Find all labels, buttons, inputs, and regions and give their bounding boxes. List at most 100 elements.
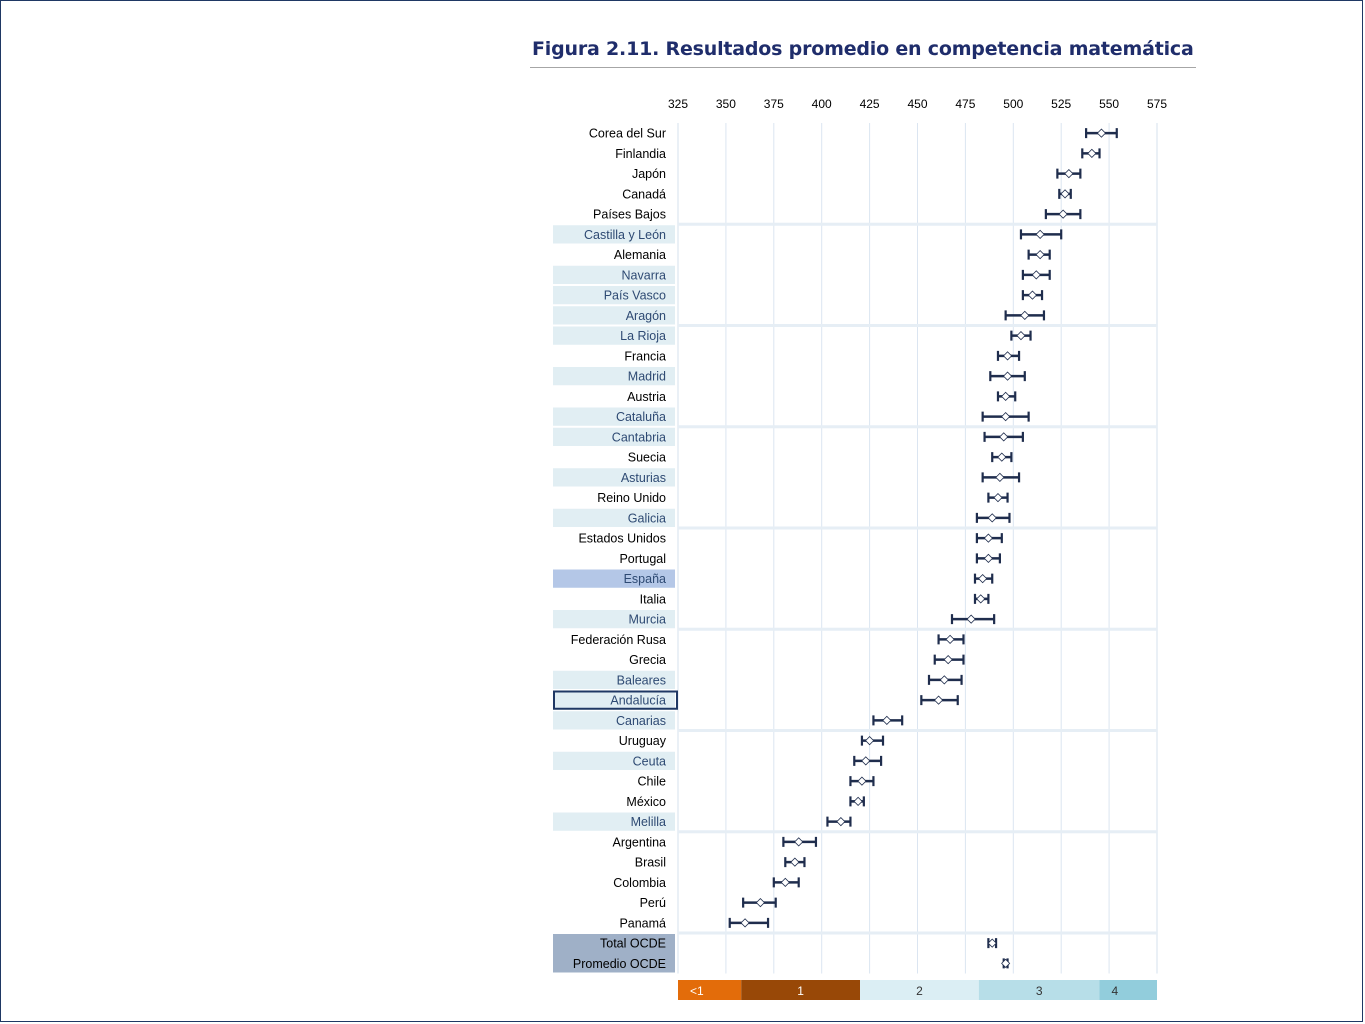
interval-marks <box>728 128 1118 969</box>
group-separator <box>678 222 1157 226</box>
row-label-background <box>553 306 675 325</box>
row-label-background <box>553 427 675 446</box>
x-axis-ticks: 325 350 375 400 425 450 475 500 525 550 575 <box>668 97 1167 111</box>
row-label: Total OCDE <box>600 937 666 951</box>
level-label: <1 <box>690 984 704 998</box>
mean-marker <box>987 938 997 948</box>
mean-marker <box>1064 169 1074 179</box>
mean-marker <box>997 452 1007 462</box>
mean-marker <box>861 756 871 766</box>
mean-marker <box>1020 310 1030 320</box>
row-label-background <box>553 367 675 386</box>
level-band <box>1099 980 1157 1000</box>
selected-cell-border <box>553 690 678 710</box>
row-label: Federación Rusa <box>571 633 666 647</box>
mean-marker <box>755 898 765 908</box>
row-label: Baleares <box>617 673 666 687</box>
row-labels: Corea del Sur Finlandia Japón Canadá Países … <box>553 127 678 973</box>
row-label-background <box>553 670 675 689</box>
row-label: Uruguay <box>619 734 667 748</box>
row-label: Austria <box>627 390 666 404</box>
mean-marker <box>1027 290 1038 300</box>
row-label: Finlandia <box>615 147 666 161</box>
mean-marker <box>780 877 790 887</box>
row-label-background <box>553 265 675 284</box>
row-label: Castilla y León <box>584 228 666 242</box>
row-label: España <box>624 572 666 586</box>
level-label: 2 <box>916 984 923 998</box>
level-label: 4 <box>1112 984 1119 998</box>
group-separator <box>678 627 1157 631</box>
row-label: Panamá <box>619 916 666 930</box>
row-label: Corea del Sur <box>589 127 666 141</box>
mean-marker <box>993 493 1003 503</box>
level-band <box>678 980 742 1000</box>
grid-layer <box>677 123 1158 974</box>
mean-marker <box>1087 148 1097 158</box>
mean-marker <box>1096 128 1107 138</box>
mean-marker <box>966 614 976 624</box>
row-label-background <box>553 954 675 973</box>
proficiency-levels: <1 1 2 3 4 <box>678 980 1157 1000</box>
title-divider <box>530 67 1196 68</box>
mean-marker <box>853 796 863 806</box>
row-label-background <box>553 751 675 770</box>
mean-marker <box>1035 229 1045 239</box>
row-label: Cantabria <box>612 430 666 444</box>
x-tick-label: 350 <box>716 97 736 111</box>
mean-marker <box>995 472 1005 482</box>
chart-title: Figura 2.11. Resultados promedio en comp… <box>532 38 1194 60</box>
mean-marker <box>794 837 804 847</box>
row-label: Portugal <box>619 552 666 566</box>
row-label: Japón <box>632 167 666 181</box>
mean-marker <box>740 918 750 928</box>
row-label-background <box>553 934 675 953</box>
row-label-background <box>553 326 675 345</box>
row-label: Suecia <box>628 451 666 465</box>
row-label-background <box>553 286 675 305</box>
mean-marker <box>943 655 953 665</box>
x-tick-label: 425 <box>860 97 880 111</box>
x-tick-label: 450 <box>907 97 927 111</box>
mean-marker <box>934 695 944 705</box>
x-tick-label: 325 <box>668 97 688 111</box>
row-label-background <box>553 610 675 629</box>
x-tick-label: 400 <box>812 97 832 111</box>
level-label: 1 <box>797 984 804 998</box>
level-band <box>860 980 979 1000</box>
mean-marker <box>882 715 892 725</box>
mean-marker <box>865 736 875 746</box>
mean-marker <box>857 776 867 786</box>
mean-marker <box>945 634 955 644</box>
row-label-background <box>553 691 675 710</box>
mean-marker <box>939 675 949 685</box>
row-label: México <box>626 795 666 809</box>
row-label: Estados Unidos <box>578 532 666 546</box>
mean-marker <box>1060 189 1070 199</box>
mean-marker <box>1001 412 1011 422</box>
mean-marker <box>1002 371 1013 381</box>
row-label-background <box>553 407 675 426</box>
row-label: Navarra <box>622 268 667 282</box>
mean-marker <box>790 857 800 867</box>
mean-marker <box>1001 958 1011 968</box>
row-label: Colombia <box>613 876 666 890</box>
row-label: Países Bajos <box>593 208 666 222</box>
row-label: Galicia <box>628 511 666 525</box>
group-separator <box>678 526 1157 530</box>
group-separator <box>678 324 1157 327</box>
row-label-background <box>553 569 675 588</box>
group-separator <box>678 830 1157 834</box>
row-label: Melilla <box>631 815 666 829</box>
mean-marker <box>987 513 997 523</box>
row-label: País Vasco <box>604 289 666 303</box>
mean-marker <box>1001 391 1011 401</box>
row-label: Cataluña <box>616 410 666 424</box>
mean-marker <box>999 432 1009 442</box>
x-tick-label: 525 <box>1051 97 1071 111</box>
mean-marker <box>983 553 993 563</box>
mean-marker <box>976 594 986 604</box>
row-label: Argentina <box>612 835 666 849</box>
row-label: Brasil <box>635 856 666 870</box>
